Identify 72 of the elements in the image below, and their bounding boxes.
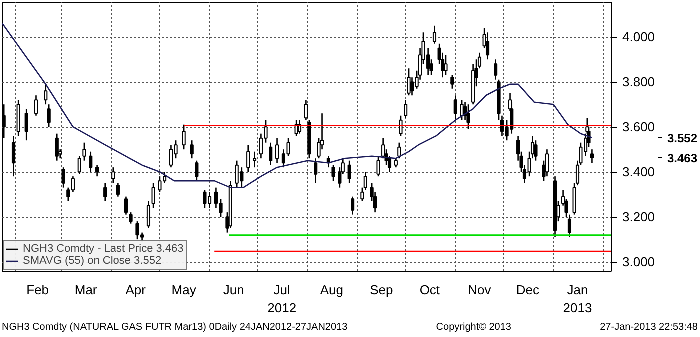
- candlestick: [124, 196, 128, 216]
- candlestick: [432, 25, 437, 45]
- candlestick: [534, 140, 538, 162]
- candlestick: [55, 133, 59, 162]
- candlestick: [78, 156, 82, 175]
- x-tick-label: Jun: [223, 282, 244, 298]
- candlestick: [398, 142, 402, 160]
- y-tick-label: 3.800: [622, 74, 656, 90]
- y-tick-label: 4.000: [622, 30, 656, 45]
- text: Copyright© 2013: [436, 321, 512, 335]
- candlestick: [314, 158, 318, 184]
- candlestick: [450, 74, 454, 90]
- text: 3.463: [668, 151, 698, 166]
- candlestick: [96, 164, 100, 178]
- candlestick: [116, 182, 120, 198]
- x-tick-label: Sep: [370, 282, 394, 298]
- text: 27-Jan-2013 22:53:48: [600, 321, 698, 335]
- candlestick: [34, 94, 38, 117]
- candlestick: [486, 32, 490, 60]
- x-tick-label: Nov: [468, 282, 492, 298]
- x-tick-label: Mar: [74, 282, 98, 298]
- candlestick: [252, 151, 257, 168]
- candlestick: [129, 212, 133, 224]
- text: NGH3 Comdty (NATURAL GAS FUTR Mar13) 0Daily 24JAN2012-27JAN2013: [2, 321, 348, 335]
- candlestick: [246, 144, 250, 173]
- candlestick: [146, 200, 151, 229]
- x-tick-label: Jul 2012: [268, 282, 297, 316]
- candlestick: [466, 104, 470, 130]
- candlestick: [348, 160, 352, 184]
- candlestick: [112, 166, 116, 184]
- candlestick: [590, 148, 594, 164]
- candlestick: [332, 164, 336, 182]
- candlestick: [47, 104, 51, 128]
- candlestick: [89, 151, 93, 173]
- candlestick: [182, 124, 186, 150]
- candlestick: [454, 94, 458, 122]
- legend-label: SMAVG (55) on Close 3.552: [23, 255, 162, 267]
- candlestick: [269, 142, 273, 166]
- x-tick-label: Apr: [126, 282, 147, 298]
- y-tick-label: 3.600: [622, 120, 656, 135]
- candlestick: [275, 138, 280, 164]
- candlestick: [407, 68, 411, 96]
- x-tick-label: May: [172, 282, 197, 298]
- y-tick-label: 3.400: [622, 164, 656, 180]
- candlestick: [62, 166, 66, 188]
- candlestick: [351, 196, 355, 216]
- text: 3.552: [668, 131, 698, 146]
- candlestick: [376, 156, 380, 178]
- x-tick-label: Feb: [26, 282, 50, 298]
- candlestick: [12, 135, 16, 178]
- candlestick: [404, 99, 408, 119]
- candlestick: [399, 115, 403, 137]
- x-tick-label: Aug: [320, 282, 344, 298]
- candlestick: [24, 108, 28, 142]
- y-tick-label: 3.000: [622, 254, 656, 270]
- x-tick-label: Jan 2013: [563, 282, 592, 316]
- candlestick: [545, 148, 550, 178]
- candlestick: [568, 214, 572, 238]
- candlestick: [195, 160, 199, 182]
- candlestick: [82, 142, 86, 162]
- candlestick: [444, 54, 448, 76]
- candlestick: [304, 99, 308, 122]
- candlestick: [104, 182, 108, 202]
- candlestick: [190, 140, 194, 160]
- legend-label: NGH3 Comdty - Last Price 3.463: [23, 243, 184, 255]
- y-tick-label: 3.200: [622, 210, 656, 225]
- candlestick: [152, 182, 156, 209]
- x-tick-label: Oct: [420, 282, 440, 298]
- candlestick: [44, 84, 48, 106]
- candlestick: [494, 58, 498, 81]
- x-tick-label: Dec: [516, 282, 540, 298]
- line-series: [2, 22, 593, 188]
